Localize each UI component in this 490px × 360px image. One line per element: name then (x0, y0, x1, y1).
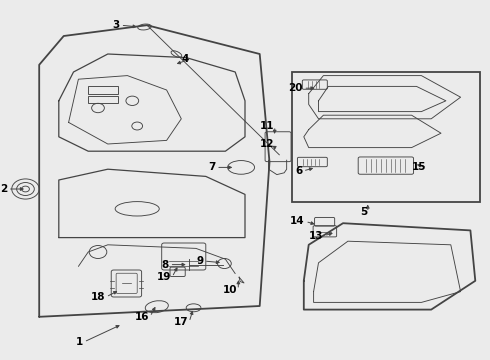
Text: 19: 19 (157, 272, 171, 282)
Text: 7: 7 (208, 162, 216, 172)
Text: 1: 1 (76, 337, 83, 347)
Text: 18: 18 (91, 292, 105, 302)
Text: 14: 14 (290, 216, 305, 226)
Text: 17: 17 (174, 317, 189, 327)
Text: 20: 20 (288, 83, 303, 93)
Text: 11: 11 (260, 121, 274, 131)
Text: 16: 16 (135, 312, 149, 322)
Text: 12: 12 (260, 139, 274, 149)
Text: 15: 15 (412, 162, 426, 172)
Bar (88, 86, 118, 94)
Text: 8: 8 (162, 260, 169, 270)
Bar (88, 96, 118, 103)
Text: 9: 9 (196, 256, 203, 266)
Text: 3: 3 (113, 20, 120, 30)
Text: 5: 5 (360, 207, 368, 217)
Bar (292, 72, 480, 202)
Text: 2: 2 (0, 184, 7, 194)
Text: 13: 13 (309, 231, 323, 241)
Text: 6: 6 (295, 166, 302, 176)
Text: 10: 10 (223, 285, 238, 295)
Text: 4: 4 (181, 54, 189, 64)
